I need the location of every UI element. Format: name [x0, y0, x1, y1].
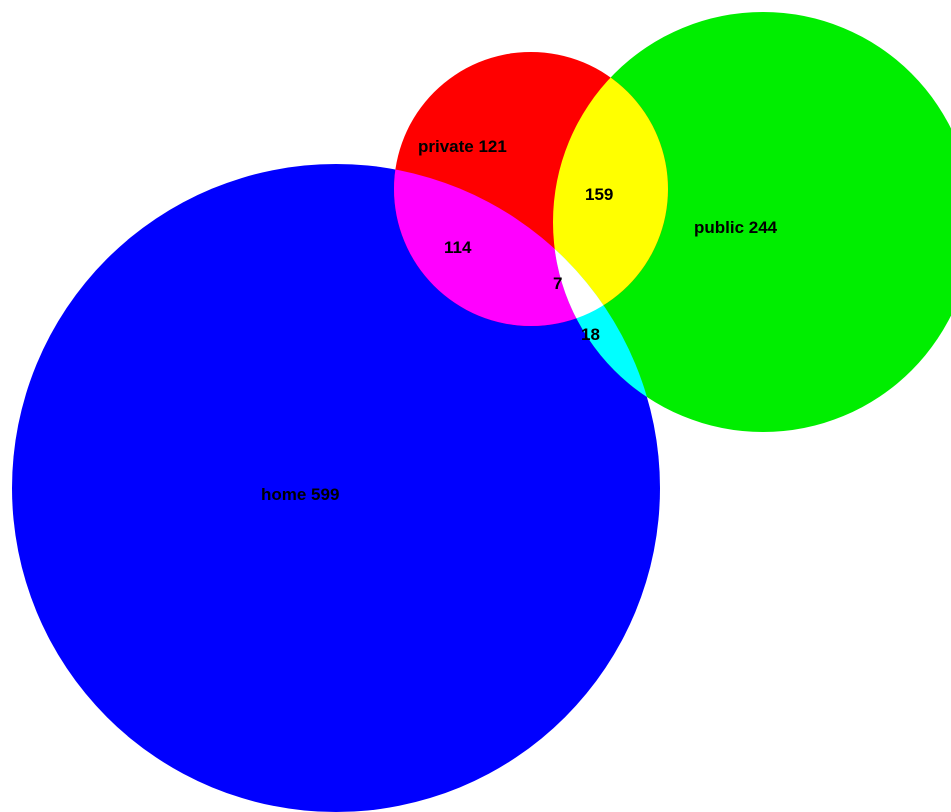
intersection-private-home-label: 114 [444, 238, 472, 257]
intersection-public-home-label: 18 [581, 325, 600, 344]
intersection-all-label: 7 [553, 274, 562, 293]
set-public-region [553, 12, 951, 432]
set-private-label: private 121 [418, 137, 507, 156]
set-home-region [12, 164, 660, 812]
intersection-private-public-label: 159 [585, 185, 613, 204]
set-public-label: public 244 [694, 218, 778, 237]
set-home-label: home 599 [261, 485, 339, 504]
